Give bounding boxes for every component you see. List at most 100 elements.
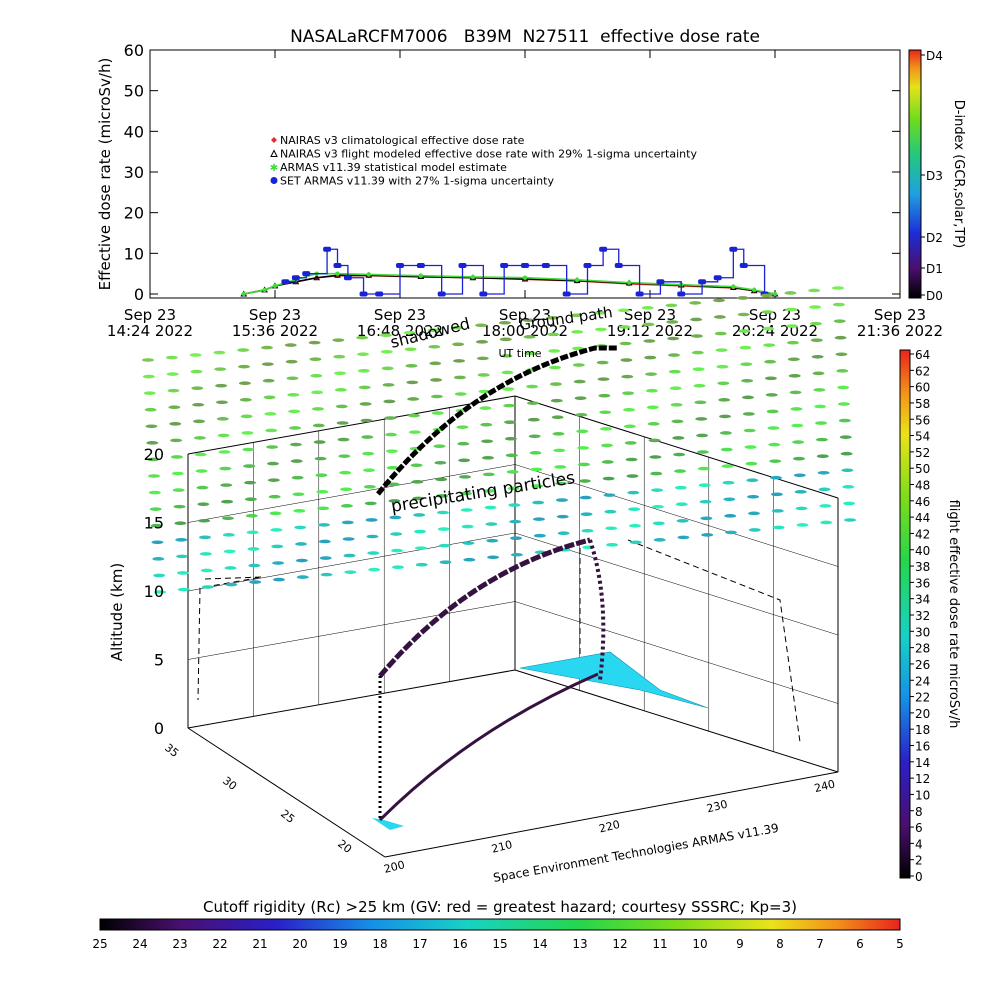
particle-marker [284,343,297,347]
particle-marker [555,481,568,486]
cutoff-tick-label: 22 [212,937,227,951]
box-edge [187,669,516,729]
particle-marker [270,528,283,532]
particle-marker [198,518,211,523]
particle-marker [404,347,417,352]
particle-marker [222,533,235,537]
particle-marker [651,488,664,492]
particle-marker [311,390,324,395]
x-tick-label-day: Sep 23 [374,306,426,324]
flight-tick-label: 42 [915,527,930,541]
latitude-tick-label: 20 [335,837,354,856]
particle-marker [430,378,443,382]
particle-marker [626,474,639,478]
particle-marker [436,494,449,498]
particle-marker [264,412,277,416]
particle-marker [414,546,427,550]
dindex-colorbar [908,49,922,299]
particle-marker [552,431,565,436]
particle-marker [722,480,735,485]
particle-marker [363,484,376,489]
particle-marker [361,435,374,439]
particle-marker [339,470,352,475]
cutoff-tick-label: 8 [776,937,784,951]
particle-marker [150,523,163,528]
x-tick-label-time: 15:36 2022 [232,322,318,340]
cutoff-tick-label: 9 [736,937,744,951]
data-point [614,263,623,269]
particle-marker [480,422,493,427]
particle-marker [151,540,164,545]
cutoff-tick-label: 23 [172,937,187,951]
data-point [302,271,311,277]
altitude-axis: 0 5 10 15 20 [144,445,164,738]
particle-marker [197,502,210,506]
particle-marker [510,536,523,540]
flight-tick-label: 12 [915,772,930,786]
particle-marker [337,437,350,442]
cutoff-tick-label: 13 [572,937,587,951]
particle-marker [381,366,394,371]
latitude-tick-label: 25 [278,807,297,826]
flight-tick-label: 0 [915,870,923,884]
particle-marker [272,577,285,582]
particle-marker [484,505,497,510]
flight-tick-label: 6 [915,821,923,835]
particle-marker [548,349,561,353]
particle-marker [166,372,179,376]
particle-marker [625,457,638,462]
particle-marker [285,359,298,364]
particle-marker [816,454,829,458]
data-point [359,291,368,297]
particle-marker [195,469,208,473]
flight-track-descent [588,539,606,681]
particle-marker [509,519,522,524]
particle-marker [642,322,655,327]
altitude-tick-label: 5 [154,651,164,670]
particle-marker [524,351,537,356]
particle-marker [343,553,356,558]
top-y-axis: 0 10 20 30 40 50 60 [124,41,900,304]
particle-marker [677,535,690,540]
particle-marker [170,438,183,443]
x-tick-label-day: Sep 23 [874,306,926,324]
particle-marker [549,365,562,370]
particle-marker [700,516,713,521]
particle-marker [839,435,852,439]
x-tick-label-time: 16:48 2022 [357,322,443,340]
particle-marker [427,328,440,333]
particle-marker [627,490,640,495]
particle-marker [596,360,609,365]
altitude-tick-label: 0 [154,719,164,738]
particle-marker [364,501,377,506]
flight-dose-colorbar-ticks: 0246810121416182022242628303234363840424… [910,348,930,884]
y-tick-label: 40 [124,122,144,141]
particle-marker [194,452,207,457]
particle-marker [266,461,279,466]
series-line [285,248,766,295]
particle-marker [747,494,760,499]
particle-marker [482,472,495,477]
particle-marker [672,436,685,440]
particle-marker [336,421,349,425]
particle-marker [770,492,783,497]
particle-marker [738,329,751,333]
flight-tick-label: 48 [915,479,930,493]
particle-marker [462,541,475,545]
particle-marker [620,358,633,362]
box-edge [187,727,386,858]
particle-marker [736,296,749,300]
legend-marker [270,177,278,184]
data-point [522,275,528,280]
dindex-tick-label: D4 [926,49,943,63]
particle-marker [720,447,733,452]
particle-marker [794,490,807,494]
x-tick-label-time: 21:36 2022 [857,322,943,340]
particle-marker [479,406,492,410]
particle-marker [410,463,423,468]
particle-marker [713,315,726,319]
particle-marker [624,441,637,445]
particle-marker [408,413,421,418]
data-point [396,263,404,269]
particle-marker [389,515,402,520]
